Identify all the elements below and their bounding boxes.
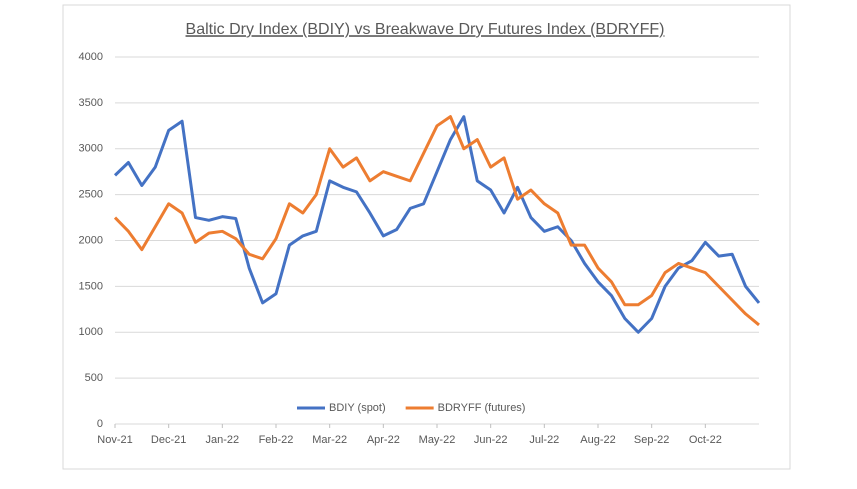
y-tick-label: 1500 [79, 280, 103, 292]
y-tick-label: 3000 [79, 143, 103, 155]
y-tick-label: 2000 [79, 234, 103, 246]
y-tick-label: 0 [97, 418, 103, 430]
x-tick-label: Apr-22 [367, 434, 400, 446]
chart-title: Baltic Dry Index (BDIY) vs Breakwave Dry… [186, 21, 665, 38]
x-tick-label: Sep-22 [634, 434, 669, 446]
x-tick-label: Mar-22 [312, 434, 347, 446]
legend-label: BDIY (spot) [329, 402, 386, 414]
x-tick-label: Jun-22 [474, 434, 508, 446]
series-line [113, 115, 761, 334]
chart-frame [62, 4, 791, 470]
x-tick-label: Jan-22 [206, 434, 240, 446]
series-line [113, 115, 760, 327]
y-tick-label: 2500 [79, 189, 103, 201]
x-tick-label: Aug-22 [580, 434, 615, 446]
x-tick-label: Oct-22 [689, 434, 722, 446]
x-tick-label: May-22 [419, 434, 456, 446]
x-tick-label: Jul-22 [529, 434, 559, 446]
y-tick-label: 1000 [79, 326, 103, 338]
y-tick-label: 500 [85, 372, 103, 384]
x-tick-label: Dec-21 [151, 434, 186, 446]
y-tick-label: 4000 [79, 51, 103, 63]
legend-label: BDRYFF (futures) [438, 402, 526, 414]
x-tick-label: Feb-22 [259, 434, 294, 446]
x-tick-label: Nov-21 [97, 434, 132, 446]
y-tick-label: 3500 [79, 97, 103, 109]
